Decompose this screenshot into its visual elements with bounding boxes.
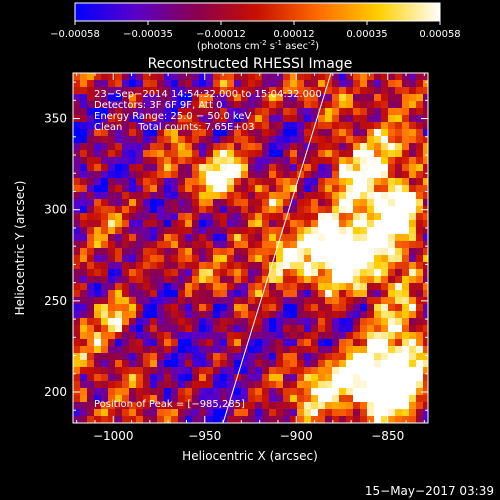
- colorbar-unit: (photons cm-2 s-1 asec-2): [197, 39, 319, 52]
- x-tick-label: −900: [280, 429, 313, 443]
- x-axis-ticks: −1000 −950 −900 −850: [76, 73, 425, 443]
- colorbar-tick-label: 0.00035: [346, 29, 387, 40]
- annotation-peak: Position of Peak = [−985,285]: [94, 399, 245, 410]
- colorbar-tick-label: 0.00012: [273, 29, 314, 40]
- annotation-detectors: Detectors: 3F 6F 9F, Att 0: [94, 100, 222, 111]
- plot-frame: [72, 72, 429, 424]
- y-tick-label: 300: [44, 203, 67, 217]
- colorbar-tick-label: −0.00012: [196, 29, 246, 40]
- annotation-counts: Clean Total counts: 7.65E+03: [94, 122, 254, 133]
- footer-timestamp: 15−May−2017 03:39: [365, 484, 494, 498]
- y-tick-label: 200: [44, 385, 67, 399]
- heatmap-image: [73, 73, 428, 423]
- x-axis-label: Heliocentric X (arcsec): [182, 449, 318, 463]
- colorbar-tick-label: −0.00035: [123, 29, 173, 40]
- annotation-energy: Energy Range: 25.0 − 50.0 keV: [94, 111, 251, 122]
- colorbar: [74, 2, 441, 22]
- y-axis-ticks: 200 250 300 350: [44, 81, 428, 411]
- annotation-time: 23−Sep−2014 14:54:32.000 to 15:04:32.000: [94, 89, 322, 100]
- solar-limb-line: [222, 72, 332, 424]
- y-tick-label: 350: [44, 112, 67, 126]
- annotation-block: 23−Sep−2014 14:54:32.000 to 15:04:32.000…: [94, 89, 322, 410]
- x-tick-label: −950: [188, 429, 221, 443]
- colorbar-tick-label: −0.00058: [50, 29, 100, 40]
- y-tick-label: 250: [44, 294, 67, 308]
- colorbar-tick-label: 0.00058: [419, 29, 460, 40]
- colorbar-ticks: −0.00058 −0.00035 −0.00012 0.00012 0.00035 0.…: [50, 21, 461, 40]
- x-tick-label: −1000: [93, 429, 134, 443]
- y-axis-label: Heliocentric Y (arcsec): [13, 181, 27, 316]
- x-tick-label: −850: [371, 429, 404, 443]
- chart-title: Reconstructed RHESSI Image: [148, 56, 353, 72]
